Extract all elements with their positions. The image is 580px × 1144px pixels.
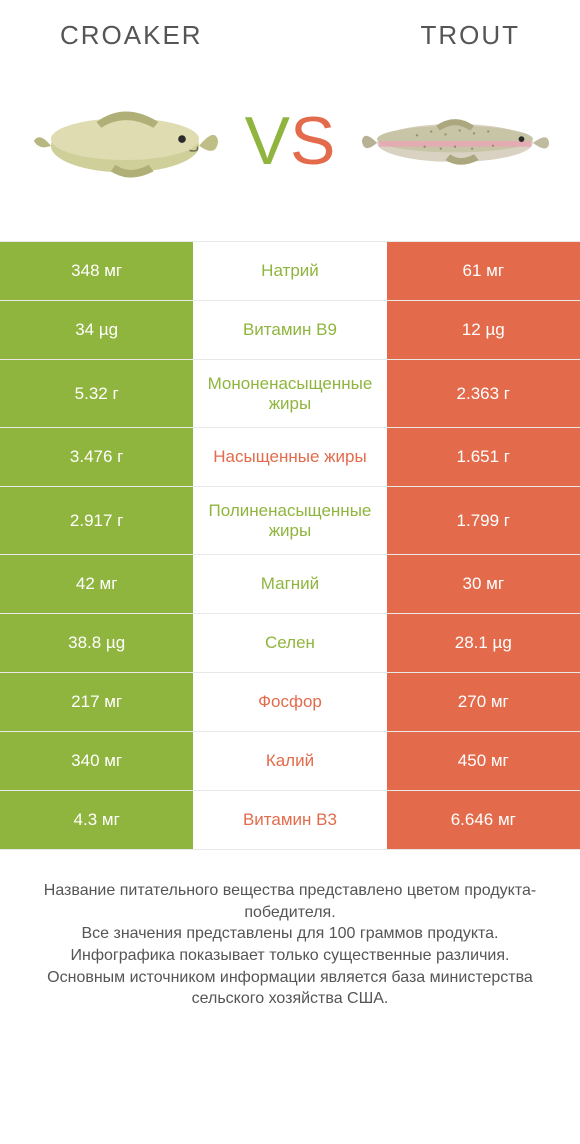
nutrient-label: Витамин B3 xyxy=(193,791,386,849)
right-value: 450 мг xyxy=(387,732,580,790)
left-value: 5.32 г xyxy=(0,360,193,427)
table-row: 3.476 гНасыщенные жиры1.651 г xyxy=(0,428,580,487)
vs-s: S xyxy=(290,102,335,180)
nutrient-label: Мононенасыщенные жиры xyxy=(193,360,386,427)
right-value: 61 мг xyxy=(387,242,580,300)
header: CROAKER TROUT xyxy=(0,0,580,61)
nutrient-label: Селен xyxy=(193,614,386,672)
table-row: 217 мгФосфор270 мг xyxy=(0,673,580,732)
nutrient-label: Насыщенные жиры xyxy=(193,428,386,486)
table-row: 5.32 гМононенасыщенные жиры2.363 г xyxy=(0,360,580,428)
comparison-table: 348 мгНатрий61 мг34 µgВитамин B912 µg5.3… xyxy=(0,241,580,850)
vs-label: VS xyxy=(245,102,336,180)
table-row: 34 µgВитамин B912 µg xyxy=(0,301,580,360)
croaker-image xyxy=(30,81,220,201)
table-row: 2.917 гПолиненасыщенные жиры1.799 г xyxy=(0,487,580,555)
table-row: 42 мгМагний30 мг xyxy=(0,555,580,614)
nutrient-label: Натрий xyxy=(193,242,386,300)
left-value: 348 мг xyxy=(0,242,193,300)
hero: VS xyxy=(0,61,580,241)
right-value: 1.651 г xyxy=(387,428,580,486)
left-value: 340 мг xyxy=(0,732,193,790)
nutrient-label: Фосфор xyxy=(193,673,386,731)
footer-notes: Название питательного вещества представл… xyxy=(0,850,580,1010)
footer-line: Основным источником информации является … xyxy=(24,967,556,1010)
left-value: 217 мг xyxy=(0,673,193,731)
nutrient-label: Калий xyxy=(193,732,386,790)
left-value: 4.3 мг xyxy=(0,791,193,849)
left-value: 3.476 г xyxy=(0,428,193,486)
footer-line: Все значения представлены для 100 граммо… xyxy=(24,923,556,945)
vs-v: V xyxy=(245,102,290,180)
right-value: 270 мг xyxy=(387,673,580,731)
nutrient-label: Магний xyxy=(193,555,386,613)
right-value: 6.646 мг xyxy=(387,791,580,849)
trout-image xyxy=(360,81,550,201)
right-value: 28.1 µg xyxy=(387,614,580,672)
right-value: 2.363 г xyxy=(387,360,580,427)
table-row: 38.8 µgСелен28.1 µg xyxy=(0,614,580,673)
table-row: 4.3 мгВитамин B36.646 мг xyxy=(0,791,580,850)
left-product-title: CROAKER xyxy=(60,20,203,51)
footer-line: Инфографика показывает только существенн… xyxy=(24,945,556,967)
left-value: 42 мг xyxy=(0,555,193,613)
right-value: 12 µg xyxy=(387,301,580,359)
table-row: 340 мгКалий450 мг xyxy=(0,732,580,791)
nutrient-label: Витамин B9 xyxy=(193,301,386,359)
left-value: 38.8 µg xyxy=(0,614,193,672)
footer-line: Название питательного вещества представл… xyxy=(24,880,556,923)
left-value: 2.917 г xyxy=(0,487,193,554)
right-value: 30 мг xyxy=(387,555,580,613)
right-value: 1.799 г xyxy=(387,487,580,554)
right-product-title: TROUT xyxy=(420,20,520,51)
left-value: 34 µg xyxy=(0,301,193,359)
table-row: 348 мгНатрий61 мг xyxy=(0,242,580,301)
nutrient-label: Полиненасыщенные жиры xyxy=(193,487,386,554)
